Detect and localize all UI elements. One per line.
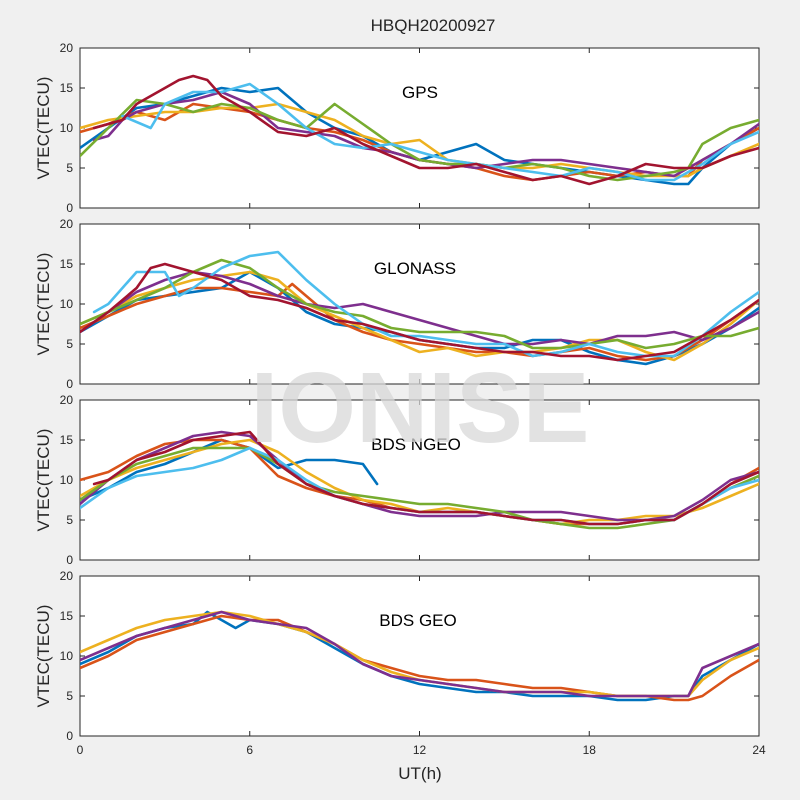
panel-1: 0 5 10 15 20 VTEC(TECU) GLONASS <box>34 217 760 391</box>
plot-area <box>79 47 760 209</box>
y-tick-label: 0 <box>66 729 73 743</box>
y-tick-label: 10 <box>60 473 74 487</box>
plot-area <box>79 399 760 561</box>
panel-2: 0 5 10 15 20 VTEC(TECU) BDS NGEO <box>34 393 760 567</box>
y-tick-label: 5 <box>66 337 73 351</box>
y-tick-label: 5 <box>66 513 73 527</box>
series-line-6 <box>92 430 759 526</box>
panel-0: 0 5 10 15 20 VTEC(TECU) GPS <box>34 41 760 215</box>
panel-label: BDS GEO <box>379 611 456 630</box>
y-tick-label: 0 <box>66 553 73 567</box>
panel-label: GLONASS <box>374 259 456 278</box>
panel-label: GPS <box>402 83 438 102</box>
y-tick-label: 5 <box>66 161 73 175</box>
y-tick-label: 15 <box>60 81 74 95</box>
panels: 0 5 10 15 20 VTEC(TECU) GPS 0 5 10 15 20 VTEC(TECU) G… <box>34 41 766 757</box>
series-line-6 <box>80 262 759 362</box>
y-axis-label: VTEC(TECU) <box>34 253 53 356</box>
y-tick-label: 0 <box>66 201 73 215</box>
y-axis-label: VTEC(TECU) <box>34 429 53 532</box>
y-tick-label: 20 <box>60 217 74 231</box>
y-tick-label: 20 <box>60 569 74 583</box>
y-tick-label: 20 <box>60 41 74 55</box>
y-tick-label: 15 <box>60 433 74 447</box>
y-tick-label: 15 <box>60 609 74 623</box>
series-line-1 <box>80 614 759 702</box>
x-axis-label: UT(h) <box>398 764 441 783</box>
y-tick-label: 10 <box>60 649 74 663</box>
y-axis-label: VTEC(TECU) <box>34 77 53 180</box>
panel-label: BDS NGEO <box>371 435 461 454</box>
series-line-4 <box>80 98 759 182</box>
x-tick-label: 24 <box>752 743 766 757</box>
series-line-4 <box>80 446 759 530</box>
plot-area <box>79 223 760 385</box>
panel-3: 0 5 10 15 20 0 6 12 18 24 VTEC(TECU) BDS GEO <box>34 569 766 757</box>
y-tick-label: 10 <box>60 297 74 311</box>
figure-title: HBQH20200927 <box>371 16 496 35</box>
series-line-1 <box>80 282 759 362</box>
y-tick-label: 15 <box>60 257 74 271</box>
series-line-6 <box>92 74 759 186</box>
y-tick-label: 5 <box>66 689 73 703</box>
plot-area <box>79 575 760 737</box>
x-tick-label: 0 <box>77 743 84 757</box>
y-tick-label: 20 <box>60 393 74 407</box>
y-axis-label: VTEC(TECU) <box>34 605 53 708</box>
series-line-3 <box>80 610 759 698</box>
x-tick-label: 12 <box>413 743 427 757</box>
y-tick-label: 0 <box>66 377 73 391</box>
watermark: IONISE <box>251 352 590 464</box>
y-tick-label: 10 <box>60 121 74 135</box>
x-tick-label: 18 <box>583 743 597 757</box>
x-tick-label: 6 <box>246 743 253 757</box>
series-line-2 <box>80 270 759 362</box>
